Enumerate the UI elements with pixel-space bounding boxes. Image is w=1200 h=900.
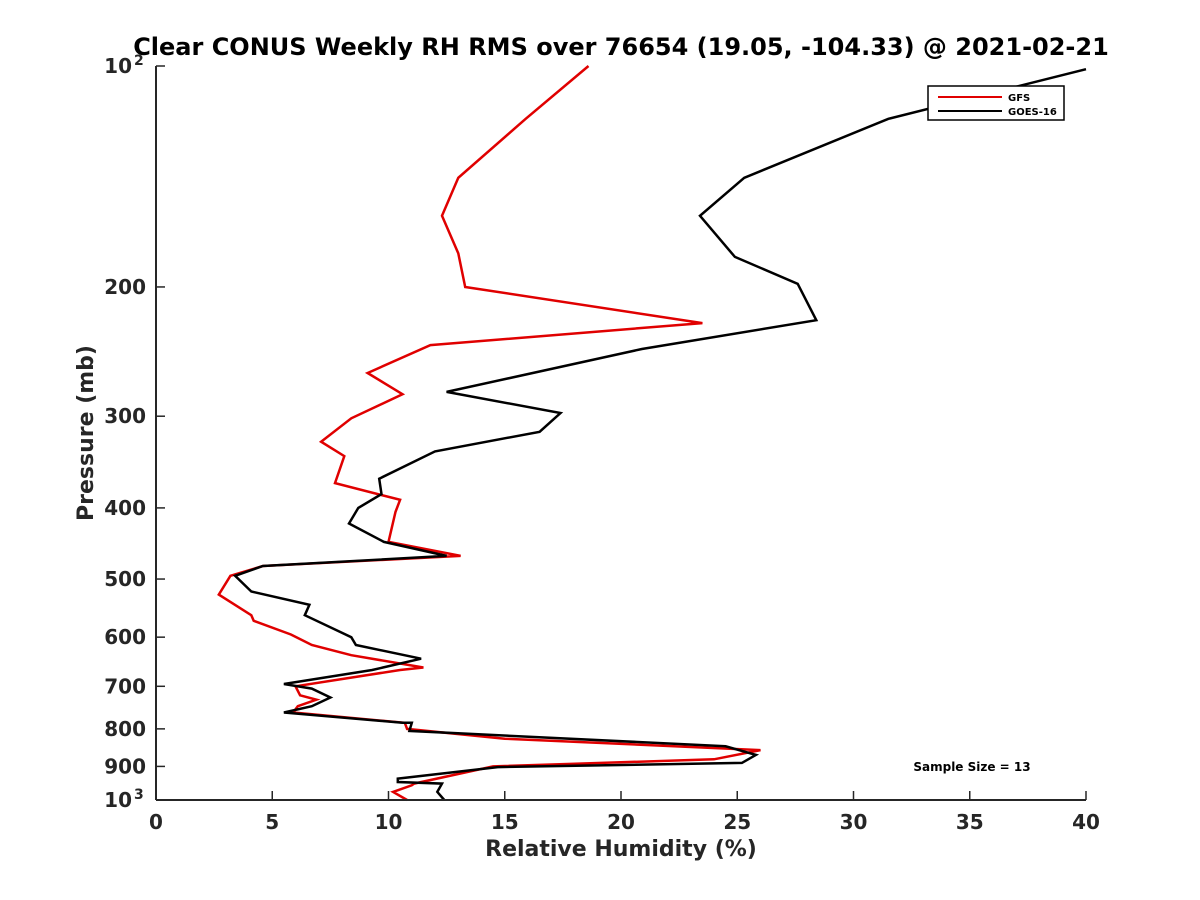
x-tick-label: 35 <box>956 810 984 834</box>
plot-area <box>156 66 1086 800</box>
y-tick-label: 10 <box>104 788 132 812</box>
legend-box <box>927 85 1065 121</box>
y-tick-label: 700 <box>104 674 146 698</box>
x-tick-label: 40 <box>1072 810 1100 834</box>
y-tick-label: 400 <box>104 496 146 520</box>
x-tick-label: 10 <box>375 810 403 834</box>
legend: GFS GOES-16 <box>927 85 1065 121</box>
x-tick-label: 30 <box>840 810 868 834</box>
x-axis-label: Relative Humidity (%) <box>485 837 757 862</box>
x-tick-label: 25 <box>723 810 751 834</box>
y-tick-label: 10 <box>104 54 132 78</box>
x-tick-label: 20 <box>607 810 635 834</box>
y-tick-exponent: 2 <box>134 53 144 69</box>
x-tick-label: 0 <box>149 810 163 834</box>
legend-label-gfs: GFS <box>1008 93 1030 104</box>
legend-label-goes16: GOES-16 <box>1008 107 1057 118</box>
y-tick-exponent: 3 <box>134 787 144 803</box>
y-tick-label: 500 <box>104 567 146 591</box>
y-tick-label: 800 <box>104 717 146 741</box>
y-tick-label: 300 <box>104 404 146 428</box>
series-line-goes16 <box>232 67 1087 801</box>
chart-title: Clear CONUS Weekly RH RMS over 76654 (19… <box>133 33 1109 61</box>
x-tick-label: 5 <box>265 810 279 834</box>
y-tick-label: 200 <box>104 275 146 299</box>
y-tick-label: 600 <box>104 625 146 649</box>
x-tick-label: 15 <box>491 810 519 834</box>
series-line-gfs <box>217 65 761 802</box>
sample-size-annotation: Sample Size = 13 <box>913 760 1030 774</box>
series-lines <box>217 65 1087 802</box>
y-axis-label: Pressure (mb) <box>74 345 99 521</box>
y-tick-label: 900 <box>104 754 146 778</box>
